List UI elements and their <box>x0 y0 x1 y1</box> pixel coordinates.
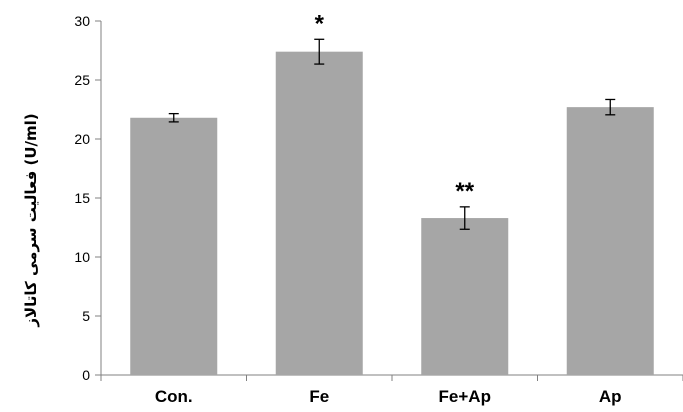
y-tick-label: 10 <box>74 249 90 265</box>
x-category-label: Fe+Ap <box>439 387 491 406</box>
y-tick-label: 5 <box>82 308 90 324</box>
y-tick-label: 25 <box>74 72 90 88</box>
bar-3 <box>566 107 654 375</box>
y-axis-label: فعالیت سرمی کاتالاز (U/ml) <box>22 113 40 327</box>
bar-0 <box>130 117 218 375</box>
y-tick-label: 0 <box>82 367 90 383</box>
x-category-label: Fe <box>309 387 329 406</box>
y-tick-label: 20 <box>74 131 90 147</box>
plot-area: 0 5 10 15 20 25 30 Con. Fe * Fe+Ap ** Ap <box>74 10 683 406</box>
bar-1 <box>275 51 363 376</box>
y-tick-label: 30 <box>74 13 90 29</box>
significance-marker: * <box>315 10 325 37</box>
x-category-label: Con. <box>155 387 193 406</box>
significance-marker: ** <box>455 178 474 205</box>
y-tick-label: 15 <box>74 190 90 206</box>
x-category-label: Ap <box>599 387 622 406</box>
bar-2 <box>421 218 509 375</box>
